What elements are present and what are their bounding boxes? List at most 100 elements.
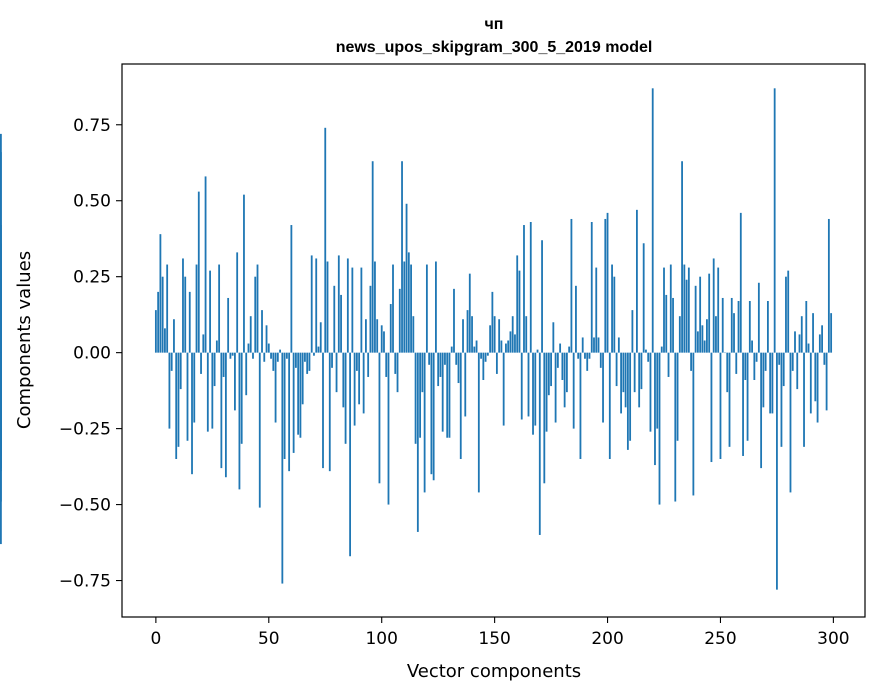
bar-63 [297,352,300,435]
bar-132 [453,288,455,353]
bar-152 [498,319,501,353]
bar-68 [308,352,311,371]
bar-153 [500,340,503,353]
bar-264 [751,340,753,353]
bar-219 [649,352,652,432]
bar-205 [617,337,620,353]
bar-21 [202,334,205,353]
bar-269 [762,352,765,408]
bar-62 [294,352,297,368]
bar-80 [335,352,338,393]
bar-239 [694,285,697,353]
x-axis-ticks: 0 50 100 150 200 250 300 [150,617,850,649]
bar-146 [484,352,487,362]
bar-178 [556,352,559,368]
bar-3 [161,276,164,353]
bar-203 [613,276,616,353]
bar-138 [466,310,469,353]
bar-274 [773,88,776,353]
bar-192 [588,352,591,359]
bar-275 [776,352,778,590]
bar-48 [263,352,266,362]
bar-260 [742,352,744,456]
bar-47 [261,310,263,353]
bar-122 [430,352,433,475]
bar-50 [267,343,270,353]
bar-131 [450,346,453,353]
bar-232 [678,316,681,353]
bar-240 [696,331,699,353]
bar-197 [599,352,602,368]
bar-200 [606,212,609,353]
bar-64 [299,352,302,438]
bar-222 [656,352,659,429]
bar-164 [525,316,528,353]
bar-41 [247,343,250,353]
bar-104 [389,304,392,353]
bar-54 [276,352,279,362]
bar-287 [803,352,805,447]
bar-289 [807,343,810,353]
y-tick-label: 0.50 [73,192,111,212]
bar-213 [636,209,638,353]
bar-183 [568,346,571,353]
y-tick-label: 0.25 [73,268,111,288]
bar-189 [581,337,584,353]
bar-188 [579,352,582,459]
bar-67 [306,352,309,374]
bar-271 [766,301,769,353]
x-tick-label: 200 [591,629,623,649]
bar-284 [796,352,799,390]
bar-81 [337,255,340,353]
bar-123 [432,352,435,481]
bar-99 [378,352,381,484]
bar-235 [685,279,688,353]
bar-117 [419,352,422,438]
bar-116 [416,352,419,532]
bar-136 [462,319,464,353]
bar-202 [611,264,613,353]
bar-5 [166,264,169,353]
bar-282 [791,352,794,371]
bar-12 [182,258,184,353]
bar-51 [270,352,272,359]
bar-109 [401,161,403,353]
bar-158 [511,316,514,353]
bar-212 [633,352,636,393]
bar-288 [805,301,808,353]
bar-90 [358,352,361,405]
bar-214 [638,352,641,408]
bar-270 [764,352,767,371]
bar-89 [355,352,358,371]
bar-224 [660,346,663,353]
bar-229 [672,297,674,353]
bar-145 [482,352,485,380]
bar-299 [830,313,833,353]
bar-170 [538,352,541,535]
bar-20 [200,352,202,374]
bar-228 [669,264,672,353]
bar-253 [726,352,729,393]
bar-30 [222,352,225,377]
bar-211 [631,310,634,353]
bar-100 [380,325,383,353]
bar-248 [715,316,717,353]
bar-4 [164,328,166,353]
bar-46 [258,352,261,508]
bar-77 [328,352,331,472]
bar-2 [159,234,162,353]
bar-194 [593,337,595,353]
bar-55 [279,349,281,353]
bar-70 [313,352,315,356]
bar-244 [706,319,708,353]
bar-177 [554,352,557,423]
bar-285 [798,334,801,353]
y-tick-label: 0.75 [73,116,111,136]
bar-199 [604,218,607,353]
x-tick-label: 100 [365,629,397,649]
bar-111 [405,203,408,353]
bar-140 [471,316,473,353]
bar-53 [274,352,277,423]
bar-129 [446,352,449,438]
y-tick-label: −0.50 [59,496,111,516]
